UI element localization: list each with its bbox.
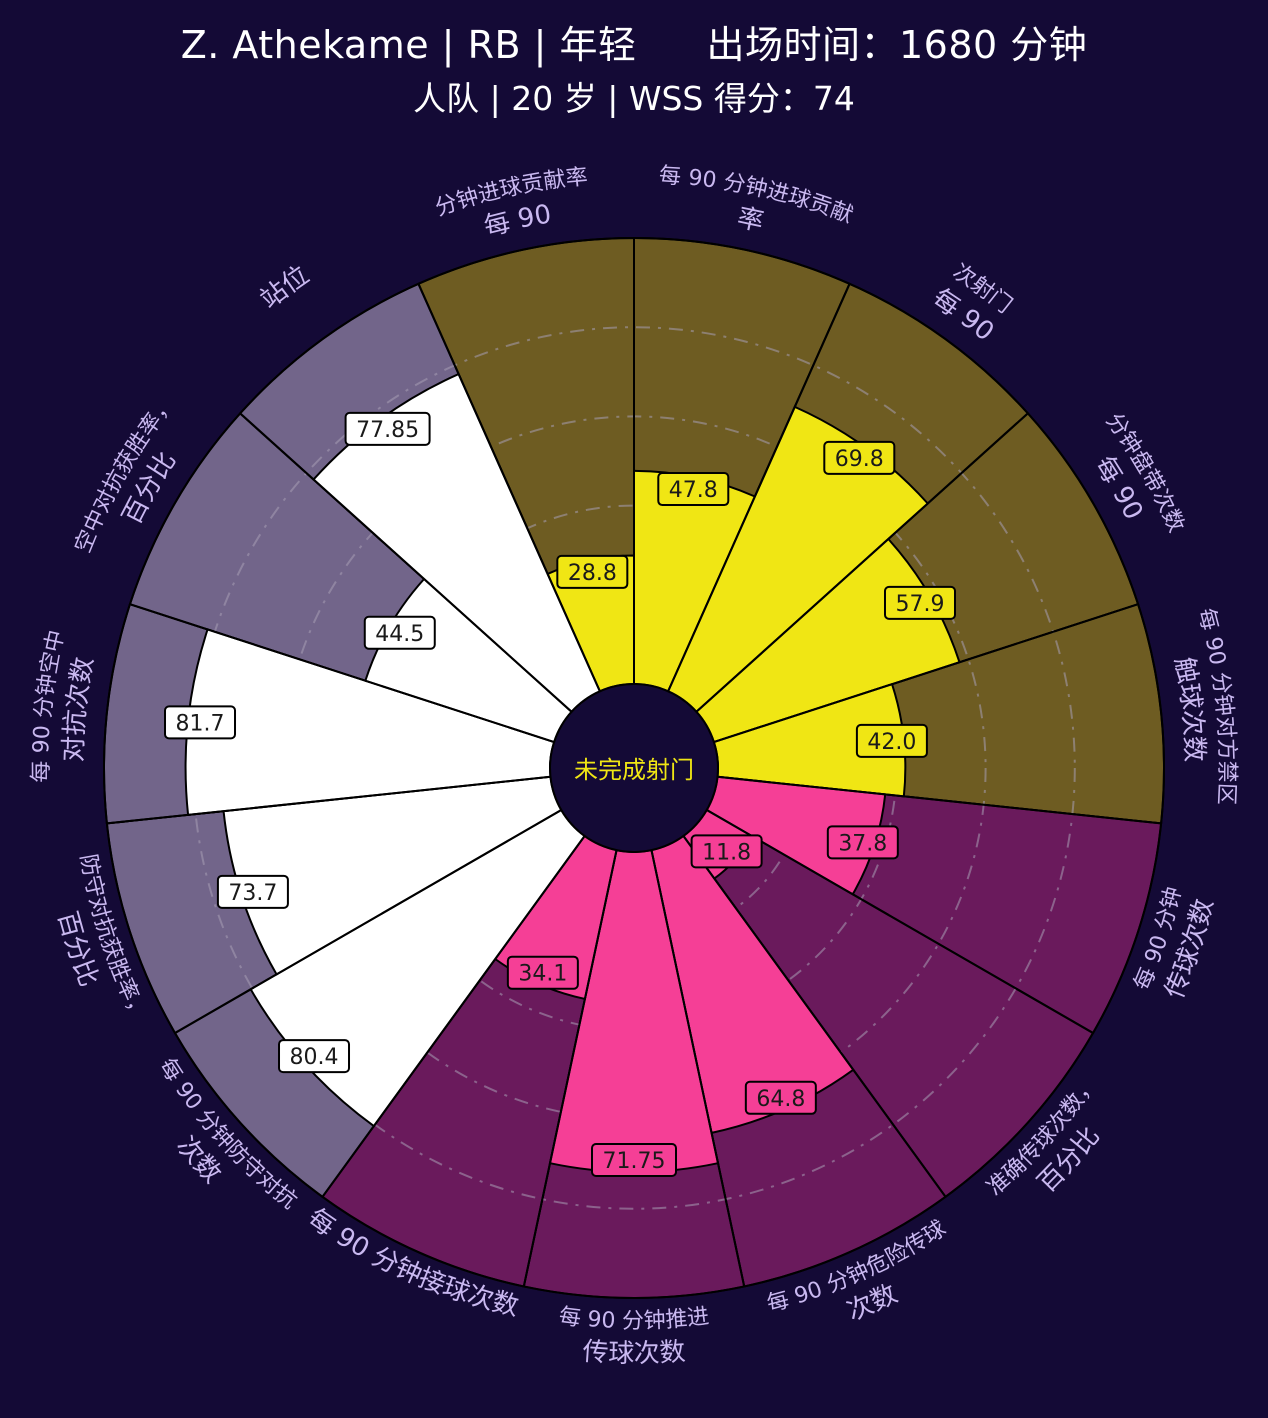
value-label-8: 71.75 bbox=[603, 1149, 666, 1174]
divider-10 bbox=[321, 835, 586, 1198]
value-label-0: 28.8 bbox=[568, 561, 617, 586]
divider-4 bbox=[713, 603, 1139, 743]
category-label-line: 率 bbox=[735, 203, 767, 238]
divider-12 bbox=[106, 775, 551, 825]
grid-ring-3 bbox=[192, 326, 1076, 1210]
value-box-7 bbox=[744, 1080, 817, 1115]
value-box-3 bbox=[883, 585, 956, 620]
category-label-line: 每 90 bbox=[481, 199, 553, 242]
value-label-11: 73.7 bbox=[228, 881, 277, 906]
divider-6 bbox=[706, 809, 1094, 1034]
value-label-10: 80.4 bbox=[290, 1045, 339, 1070]
value-box-4 bbox=[855, 723, 928, 758]
value-box-6 bbox=[690, 834, 763, 869]
divider-3 bbox=[695, 412, 1029, 713]
divider-7 bbox=[682, 835, 947, 1198]
value-box-14 bbox=[344, 411, 431, 446]
sector-dividers bbox=[103, 237, 1165, 1299]
center-label: 未完成射门 bbox=[574, 756, 694, 784]
value-label-12: 81.7 bbox=[176, 711, 225, 736]
value-box-12 bbox=[164, 705, 237, 740]
value-box-9 bbox=[506, 955, 579, 990]
divider-5 bbox=[717, 775, 1162, 825]
outer-ring bbox=[103, 237, 1165, 1299]
value-box-5 bbox=[826, 825, 899, 860]
value-label-6: 11.8 bbox=[702, 840, 751, 865]
value-label-7: 64.8 bbox=[756, 1087, 805, 1112]
divider-2 bbox=[667, 283, 851, 692]
value-box-1 bbox=[657, 472, 730, 507]
value-box-2 bbox=[823, 440, 896, 475]
value-label-5: 37.8 bbox=[838, 831, 887, 856]
category-label-line: 触球次数 bbox=[1168, 655, 1209, 763]
value-box-8 bbox=[591, 1143, 677, 1178]
value-label-14: 77.85 bbox=[356, 418, 419, 443]
divider-11 bbox=[174, 809, 562, 1034]
value-box-13 bbox=[363, 615, 436, 650]
value-label-1: 47.8 bbox=[669, 478, 718, 503]
category-label-1: 每 90 分钟进球贡献率 bbox=[658, 163, 856, 237]
category-label-line: 传球次数 bbox=[582, 1337, 687, 1369]
category-label-line: 对抗次数 bbox=[59, 655, 100, 763]
value-label-3: 57.9 bbox=[895, 592, 944, 617]
value-label-9: 34.1 bbox=[518, 962, 567, 987]
category-label-line: 站位 bbox=[255, 260, 315, 315]
divider-14 bbox=[239, 412, 573, 713]
title-minutes: 出场时间：1680 分钟 bbox=[706, 23, 1088, 67]
divider-9 bbox=[522, 849, 618, 1287]
divider-13 bbox=[129, 603, 555, 743]
value-labels: 28.8 47.8 69.8 57.9 42.0 37.8 11.8 64.8 71.75 34.… bbox=[164, 411, 956, 1178]
category-label-14: 站位 bbox=[255, 260, 315, 315]
value-label-4: 42.0 bbox=[867, 730, 916, 755]
value-box-0 bbox=[556, 554, 629, 589]
value-label-13: 44.5 bbox=[375, 622, 424, 647]
value-box-11 bbox=[216, 874, 289, 909]
title-player: Z. Athekame | RB | 年轻 bbox=[180, 23, 637, 67]
center-circle bbox=[549, 683, 719, 853]
divider-0 bbox=[417, 283, 601, 692]
category-label-line: 每 90 分钟推进 bbox=[558, 1304, 711, 1334]
chart-title: Z. Athekame | RB | 年轻 出场时间：1680 分钟 bbox=[0, 14, 1268, 69]
chart-subtitle: 人队 | 20 岁 | WSS 得分：74 bbox=[413, 79, 855, 118]
divider-8 bbox=[650, 849, 746, 1287]
value-box-10 bbox=[278, 1039, 351, 1074]
center-hub: 未完成射门 bbox=[549, 683, 719, 853]
value-label-2: 69.8 bbox=[835, 447, 884, 472]
